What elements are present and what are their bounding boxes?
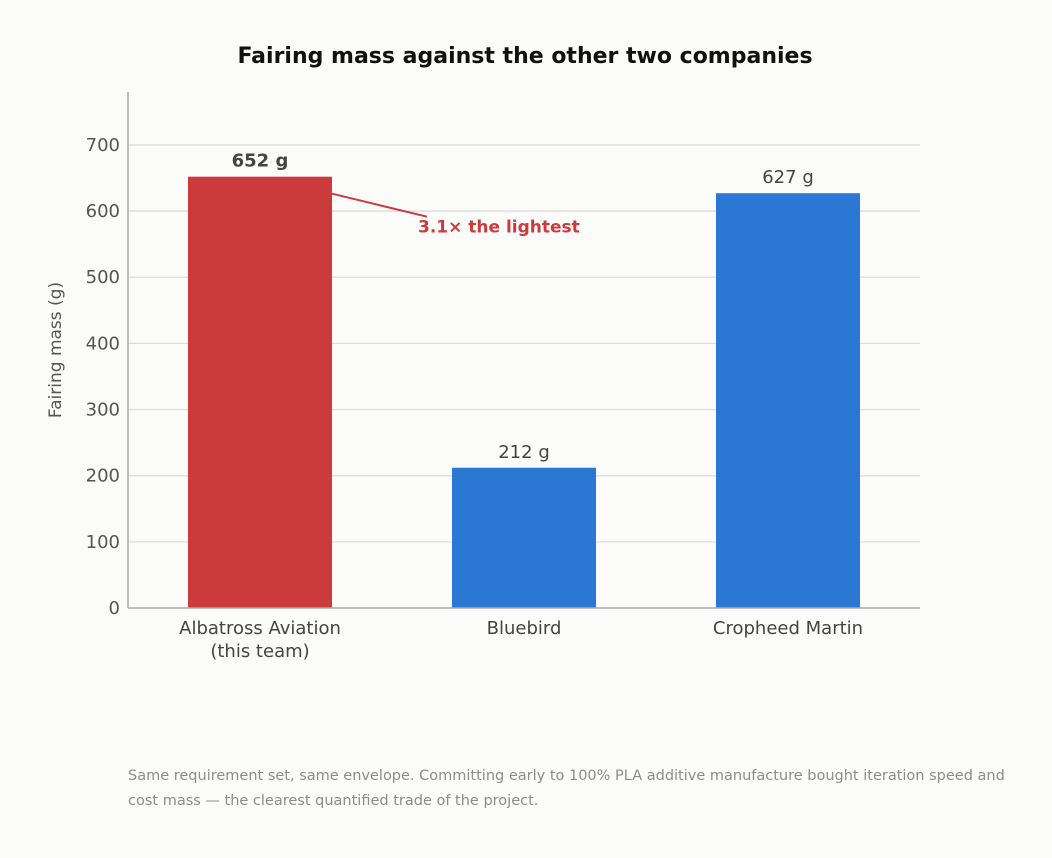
- annotation-leader-line: [331, 192, 428, 218]
- footnote: Same requirement set, same envelope. Com…: [128, 768, 1005, 809]
- y-tick-label: 700: [86, 135, 120, 156]
- y-tick-label: 300: [86, 400, 120, 421]
- y-tick-label: 400: [86, 333, 120, 354]
- x-tick-label: Albatross Aviation: [179, 618, 341, 639]
- bar: [452, 467, 596, 608]
- value-label: 627 g: [762, 167, 814, 188]
- y-tick-label: 200: [86, 466, 120, 487]
- y-tick-label: 100: [86, 532, 120, 553]
- y-tick-label: 500: [86, 267, 120, 288]
- x-tick-label: Bluebird: [487, 618, 562, 639]
- y-tick-label: 0: [109, 598, 120, 619]
- x-tick-label: (this team): [210, 641, 309, 662]
- value-label: 652 g: [232, 151, 289, 172]
- x-tick-label: Cropheed Martin: [713, 618, 863, 639]
- annotation-text: 3.1× the lightest: [418, 218, 580, 238]
- bar: [716, 193, 860, 608]
- chart-title: Fairing mass against the other two compa…: [237, 44, 812, 69]
- y-axis-label: Fairing mass (g): [46, 282, 66, 418]
- y-tick-label: 600: [86, 201, 120, 222]
- value-label: 212 g: [498, 442, 550, 463]
- bar: [188, 176, 332, 608]
